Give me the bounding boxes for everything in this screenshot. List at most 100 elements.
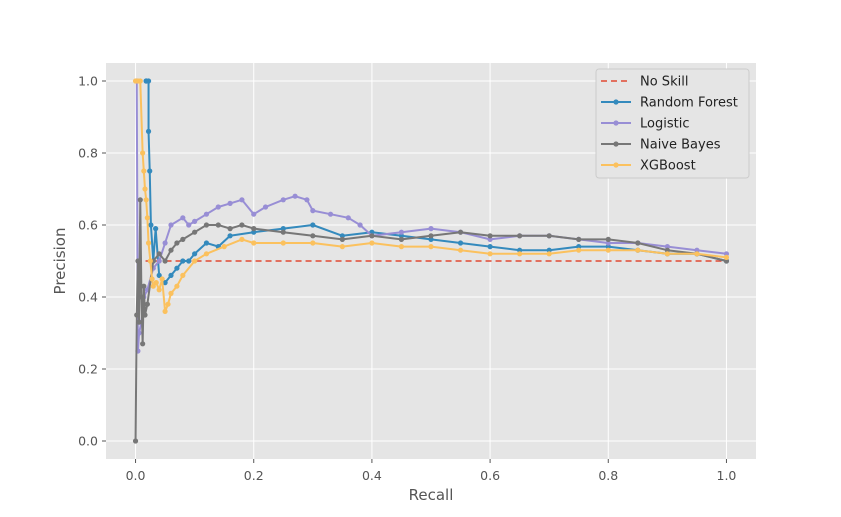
point-naive-bayes: [137, 197, 143, 203]
point-random-forest: [339, 233, 345, 239]
legend-item-naive-bayes: Naive Bayes: [601, 138, 721, 153]
y-tick-label: 1.0: [78, 74, 98, 89]
point-logistic: [136, 330, 142, 336]
point-xgboost: [141, 168, 147, 174]
point-naive-bayes: [227, 226, 233, 232]
x-tick-label: 0.0: [126, 468, 146, 483]
point-logistic: [280, 197, 286, 203]
point-naive-bayes: [215, 222, 221, 228]
point-random-forest: [145, 128, 152, 134]
point-naive-bayes: [144, 301, 150, 307]
point-xgboost: [192, 258, 198, 264]
point-xgboost: [149, 276, 155, 282]
y-tick-label: 0.4: [78, 290, 98, 305]
point-xgboost: [487, 251, 493, 257]
point-naive-bayes: [168, 247, 174, 253]
point-logistic: [292, 193, 298, 199]
point-naive-bayes: [369, 233, 375, 239]
point-naive-bayes: [192, 229, 198, 235]
point-naive-bayes: [141, 283, 147, 289]
point-logistic: [239, 197, 245, 203]
point-naive-bayes: [723, 258, 730, 264]
point-xgboost: [428, 244, 434, 250]
point-xgboost: [239, 236, 245, 242]
y-tick-label: 0.0: [78, 434, 98, 449]
point-xgboost: [153, 280, 159, 286]
point-logistic: [203, 211, 210, 217]
point-xgboost: [137, 78, 143, 84]
point-random-forest: [457, 240, 464, 246]
point-logistic: [428, 226, 434, 232]
point-naive-bayes: [605, 236, 611, 242]
x-axis-ticks: 0.0 0.2 0.4 0.6 0.8 1.0: [126, 459, 737, 483]
series-xgboost: [132, 78, 730, 314]
point-xgboost: [310, 240, 316, 246]
series-naive-bayes: [132, 197, 730, 444]
point-xgboost: [664, 251, 670, 257]
x-tick-label: 0.2: [244, 468, 264, 483]
y-tick-label: 0.8: [78, 146, 98, 161]
point-naive-bayes: [339, 236, 345, 242]
point-random-forest: [162, 280, 168, 286]
point-xgboost: [398, 244, 405, 250]
point-logistic: [186, 222, 192, 228]
point-xgboost: [221, 244, 227, 250]
point-naive-bayes: [135, 258, 141, 264]
point-naive-bayes: [428, 233, 434, 239]
point-random-forest: [605, 244, 611, 250]
point-random-forest: [576, 244, 582, 250]
point-logistic: [345, 215, 351, 221]
point-xgboost: [339, 244, 345, 250]
point-naive-bayes: [174, 240, 180, 246]
point-xgboost: [174, 283, 180, 289]
point-logistic: [192, 218, 198, 224]
legend-marker-naive-bayes: [613, 141, 619, 147]
point-naive-bayes: [156, 251, 162, 257]
point-naive-bayes: [140, 341, 146, 347]
point-xgboost: [457, 247, 464, 253]
point-logistic: [215, 204, 221, 210]
point-xgboost: [142, 186, 148, 192]
point-logistic: [227, 200, 233, 206]
point-random-forest: [428, 236, 434, 242]
point-xgboost: [150, 283, 156, 289]
point-xgboost: [140, 150, 146, 156]
point-xgboost: [251, 240, 257, 246]
legend-label-logistic: Logistic: [640, 117, 689, 132]
legend-item-no-skill: No Skill: [601, 75, 688, 90]
point-random-forest: [398, 233, 405, 239]
point-random-forest: [145, 78, 152, 84]
point-xgboost: [156, 287, 162, 293]
point-logistic: [664, 244, 670, 250]
point-naive-bayes: [134, 312, 140, 318]
point-random-forest: [517, 247, 523, 253]
x-tick-label: 0.6: [480, 468, 500, 483]
point-xgboost: [723, 254, 730, 260]
point-naive-bayes: [180, 236, 186, 242]
point-logistic: [310, 208, 316, 214]
point-naive-bayes: [239, 222, 245, 228]
point-naive-bayes: [398, 236, 405, 242]
point-xgboost: [369, 240, 375, 246]
series-line-random-forest: [146, 80, 727, 284]
point-xgboost: [694, 251, 700, 257]
point-naive-bayes: [251, 226, 257, 232]
point-random-forest: [310, 222, 316, 228]
point-logistic: [168, 222, 174, 228]
legend-marker-xgboost: [613, 162, 619, 168]
legend-item-xgboost: XGBoost: [601, 159, 696, 174]
point-naive-bayes: [635, 240, 641, 246]
point-random-forest: [147, 168, 153, 174]
point-logistic: [357, 222, 363, 228]
point-logistic: [327, 211, 334, 217]
legend-label-random-forest: Random Forest: [640, 96, 738, 111]
legend-item-random-forest: Random Forest: [601, 96, 738, 111]
point-random-forest: [487, 244, 493, 250]
point-xgboost: [144, 215, 150, 221]
legend-label-xgboost: XGBoost: [640, 159, 696, 174]
point-random-forest: [192, 251, 198, 257]
x-tick-label: 1.0: [717, 468, 737, 483]
series-line-naive-bayes: [134, 198, 727, 442]
point-naive-bayes: [136, 319, 142, 325]
